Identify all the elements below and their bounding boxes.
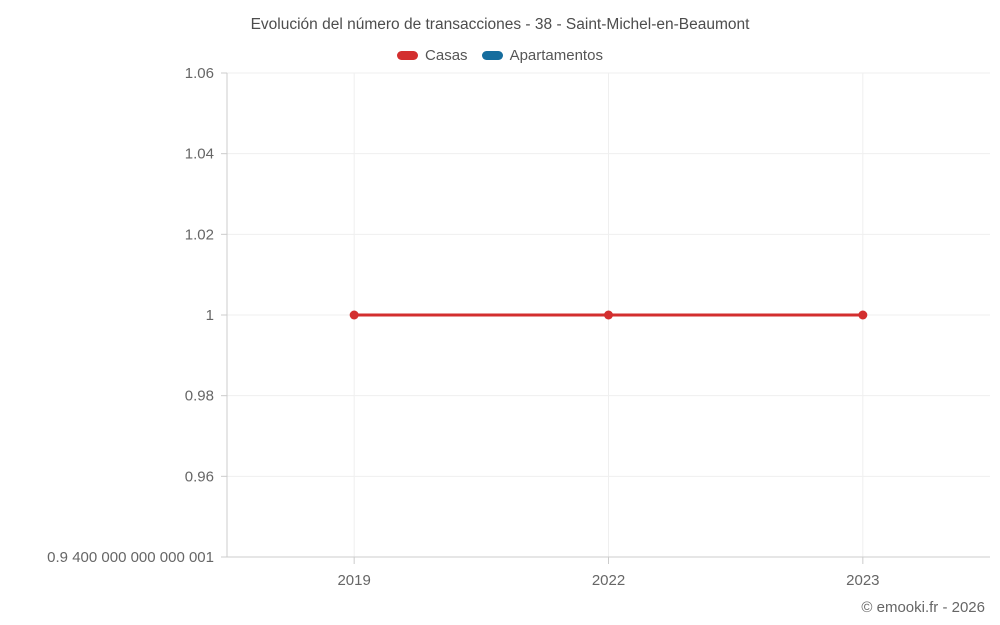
chart-title: Evolución del número de transacciones - … [250, 16, 750, 33]
copyright-footer: © emooki.fr - 2026 [861, 599, 985, 616]
svg-text:1.04: 1.04 [185, 146, 214, 163]
legend-item-apartamentos[interactable]: Apartamentos [481, 47, 603, 64]
apartamentos-swatch-icon [481, 51, 503, 60]
svg-text:2019: 2019 [337, 572, 370, 589]
legend: Casas Apartamentos [0, 47, 1000, 64]
svg-text:1.02: 1.02 [185, 226, 214, 243]
legend-label-apartamentos: Apartamentos [509, 47, 603, 64]
svg-text:1.06: 1.06 [185, 65, 214, 82]
svg-text:0.98: 0.98 [185, 388, 214, 405]
svg-text:0.96: 0.96 [185, 468, 214, 485]
svg-text:1: 1 [206, 307, 214, 324]
legend-item-casas[interactable]: Casas [397, 47, 468, 64]
svg-text:2022: 2022 [592, 572, 625, 589]
casas-swatch-icon [397, 51, 419, 60]
svg-text:0.9 400 000 000 000 001: 0.9 400 000 000 000 001 [47, 549, 214, 566]
svg-text:2023: 2023 [846, 572, 879, 589]
legend-label-casas: Casas [425, 47, 468, 64]
